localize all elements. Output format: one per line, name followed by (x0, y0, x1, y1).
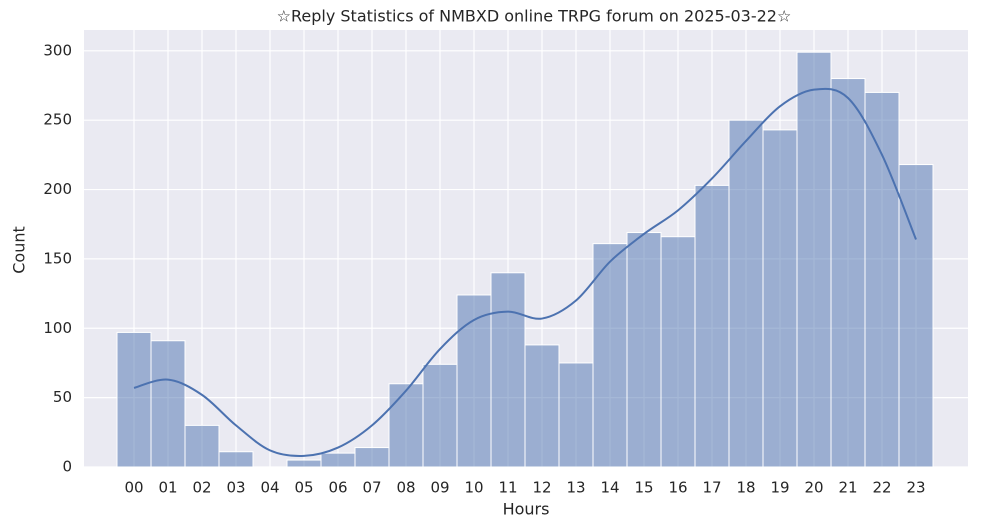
x-tick-label: 21 (838, 479, 857, 497)
x-tick-label: 16 (668, 479, 687, 497)
y-tick-label: 250 (43, 111, 72, 129)
x-tick-label: 05 (294, 479, 313, 497)
x-tick-label: 15 (634, 479, 653, 497)
bar (320, 452, 356, 468)
y-axis-label: Count (10, 226, 29, 274)
bar (728, 119, 764, 468)
x-tick-label: 09 (430, 479, 449, 497)
bar (558, 362, 594, 468)
x-tick-label: 10 (464, 479, 483, 497)
x-tick-label: 02 (192, 479, 211, 497)
y-tick-label: 300 (43, 41, 72, 59)
bar (898, 164, 934, 468)
bar (218, 451, 254, 468)
y-tick-label: 200 (43, 180, 72, 198)
x-tick-label: 19 (770, 479, 789, 497)
x-tick-label: 17 (702, 479, 721, 497)
y-tick-label: 50 (53, 388, 72, 406)
bar (762, 129, 798, 468)
chart-title: ☆Reply Statistics of NMBXD online TRPG f… (277, 7, 792, 26)
bar (864, 91, 900, 468)
bar (796, 51, 832, 468)
x-tick-label: 11 (498, 479, 517, 497)
x-tick-label: 23 (906, 479, 925, 497)
x-tick-label: 12 (532, 479, 551, 497)
x-tick-label: 18 (736, 479, 755, 497)
bar (184, 424, 220, 468)
bar (388, 383, 424, 468)
x-tick-label: 22 (872, 479, 891, 497)
x-tick-label: 01 (158, 479, 177, 497)
bar (456, 294, 492, 468)
x-tick-label: 13 (566, 479, 585, 497)
x-tick-label: 20 (804, 479, 823, 497)
bar (422, 363, 458, 468)
x-tick-label: 06 (328, 479, 347, 497)
bar (660, 236, 696, 468)
bar (592, 243, 628, 468)
bar (830, 78, 866, 468)
bar (354, 447, 390, 468)
x-tick-label: 07 (362, 479, 381, 497)
kde-line (133, 87, 917, 458)
x-axis-label: Hours (503, 500, 550, 519)
x-tick-label: 14 (600, 479, 619, 497)
x-tick-label: 03 (226, 479, 245, 497)
x-tick-label: 04 (260, 479, 279, 497)
bar (524, 344, 560, 468)
bar (490, 272, 526, 468)
y-tick-label: 150 (43, 249, 72, 267)
y-tick-label: 0 (62, 458, 72, 476)
bar (116, 331, 152, 468)
bar (694, 184, 730, 468)
x-tick-label: 00 (124, 479, 143, 497)
bar (150, 340, 186, 468)
x-tick-label: 08 (396, 479, 415, 497)
bar (286, 459, 322, 468)
bar (626, 232, 662, 468)
y-tick-label: 100 (43, 319, 72, 337)
